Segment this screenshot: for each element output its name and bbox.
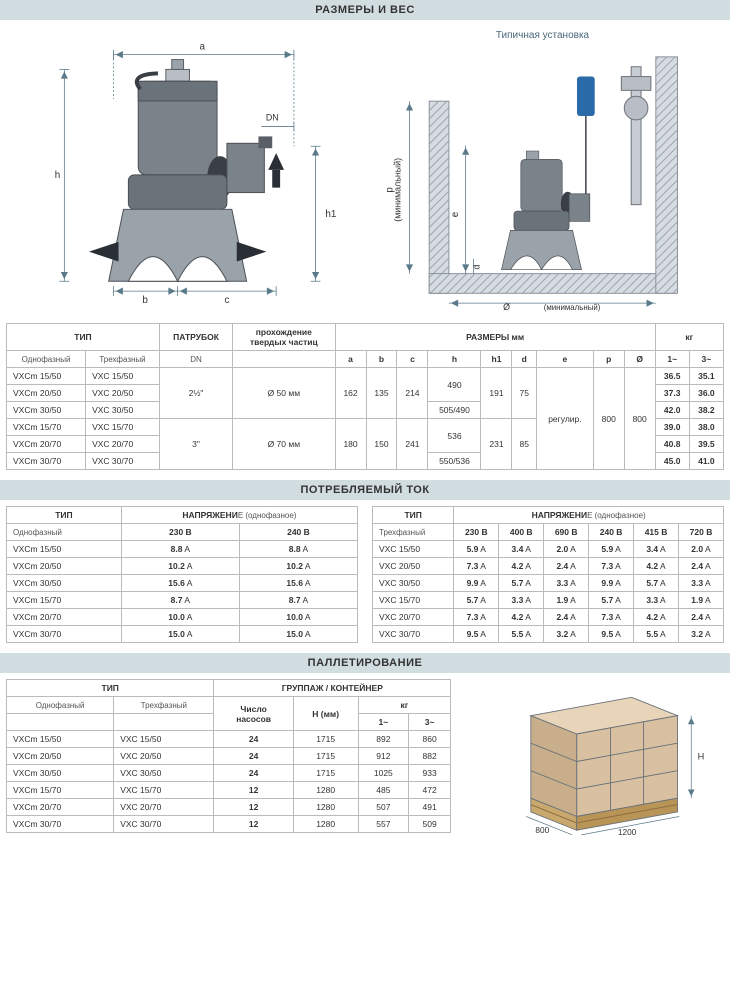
svg-text:h: h [55, 170, 60, 181]
svg-text:a: a [200, 42, 206, 53]
pallet-diagram: H 1200 800 [465, 679, 724, 844]
current-tables: ТИПНАПРЯЖЕНИЕ (однофазное) Однофазный230… [0, 500, 730, 653]
svg-text:p: p [385, 187, 396, 193]
diagram-row: a h h1 DN b c [0, 20, 730, 323]
pallet-table: ТИПГРУППАЖ / КОНТЕЙНЕР ОднофазныйТрехфаз… [6, 679, 451, 833]
svg-text:H: H [697, 752, 704, 762]
pallet-svg: H 1200 800 [485, 679, 705, 844]
svg-text:h1: h1 [325, 209, 336, 220]
install-label: Типичная установка [496, 30, 589, 41]
install-svg: (минимальный) p e d Ø (минимальный) [375, 47, 710, 313]
section-pallet-header: ПАЛЛЕТИРОВАНИЕ [0, 653, 730, 673]
section-current-header: ПОТРЕБЛЯЕМЫЙ ТОК [0, 480, 730, 500]
dims-table-wrap: ТИП ПАТРУБОК прохождениетвердых частиц Р… [0, 323, 730, 480]
svg-text:800: 800 [535, 826, 549, 835]
svg-text:b: b [142, 295, 148, 306]
current-single-table: ТИПНАПРЯЖЕНИЕ (однофазное) Однофазный230… [6, 506, 358, 643]
svg-text:d: d [471, 265, 481, 270]
pump-dimension-svg: a h h1 DN b c [20, 30, 355, 306]
installation-diagram: Типичная установка [375, 30, 710, 313]
svg-text:(минимальный): (минимальный) [544, 303, 601, 312]
pallet-row: ТИПГРУППАЖ / КОНТЕЙНЕР ОднофазныйТрехфаз… [0, 673, 730, 858]
svg-text:DN: DN [266, 113, 279, 123]
dimension-diagram: a h h1 DN b c [20, 30, 355, 313]
svg-text:1200: 1200 [617, 828, 636, 837]
current-three-table: ТИПНАПРЯЖЕНИЕ (однофазное) Трехфазный 23… [372, 506, 724, 643]
svg-text:c: c [224, 295, 229, 306]
svg-text:e: e [450, 211, 461, 217]
dims-table: ТИП ПАТРУБОК прохождениетвердых частиц Р… [6, 323, 724, 470]
section-dims-header: РАЗМЕРЫ И ВЕС [0, 0, 730, 20]
svg-text:Ø: Ø [503, 302, 510, 312]
